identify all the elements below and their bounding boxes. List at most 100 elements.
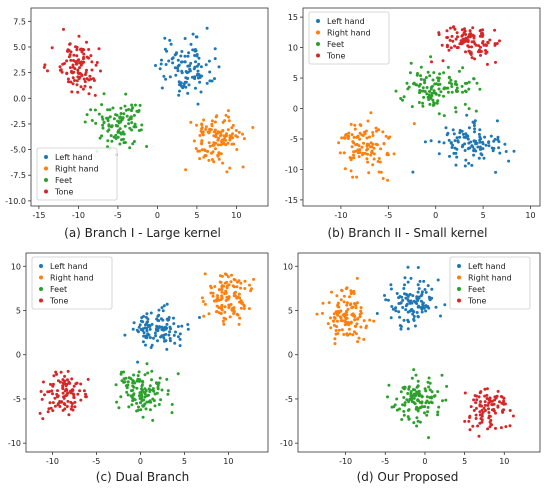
point-right-hand bbox=[231, 123, 235, 127]
point-left-hand bbox=[460, 129, 464, 133]
point-left-hand bbox=[467, 161, 471, 165]
point-feet bbox=[138, 103, 142, 107]
point-left-hand bbox=[449, 141, 453, 145]
point-feet bbox=[106, 145, 109, 149]
point-left-hand bbox=[401, 306, 405, 309]
legend: Left hand Right hand Feet Tone bbox=[36, 147, 118, 201]
y-tick-label: 7.5 bbox=[13, 17, 26, 26]
point-tone bbox=[69, 58, 73, 62]
point-left-hand bbox=[131, 327, 135, 331]
point-tone bbox=[479, 53, 482, 57]
point-feet bbox=[122, 137, 125, 141]
point-tone bbox=[471, 26, 475, 30]
point-feet bbox=[465, 81, 469, 85]
point-feet bbox=[425, 395, 429, 399]
point-tone bbox=[71, 389, 75, 392]
point-left-hand bbox=[448, 154, 451, 158]
point-feet bbox=[118, 115, 122, 119]
point-feet bbox=[147, 393, 150, 397]
point-left-hand bbox=[186, 54, 190, 58]
subplot-d: -10 -5 0 5 10 -10 -5 0 5 10 Left hand Right hand Fee… bbox=[280, 252, 541, 466]
point-feet bbox=[450, 85, 454, 88]
point-tone bbox=[76, 392, 80, 396]
point-feet bbox=[412, 396, 416, 400]
point-left-hand bbox=[193, 77, 197, 81]
point-left-hand bbox=[177, 93, 181, 97]
point-tone bbox=[454, 37, 458, 41]
point-tone bbox=[41, 380, 45, 384]
point-left-hand bbox=[210, 79, 214, 83]
point-tone bbox=[65, 393, 69, 397]
point-right-hand bbox=[238, 316, 242, 320]
point-right-hand bbox=[382, 142, 386, 146]
point-tone bbox=[495, 42, 499, 45]
point-right-hand bbox=[366, 119, 370, 123]
point-tone bbox=[489, 418, 493, 422]
point-left-hand bbox=[410, 307, 414, 311]
point-right-hand bbox=[333, 342, 337, 346]
point-right-hand bbox=[230, 273, 233, 277]
legend-box bbox=[308, 11, 390, 65]
point-tone bbox=[56, 389, 59, 393]
point-feet bbox=[118, 131, 122, 135]
point-left-hand bbox=[163, 36, 167, 40]
point-tone bbox=[76, 71, 80, 75]
point-tone bbox=[483, 400, 487, 404]
point-left-hand bbox=[394, 306, 398, 310]
point-right-hand bbox=[333, 316, 337, 320]
axes-frame bbox=[30, 7, 269, 207]
point-tone bbox=[51, 401, 55, 405]
point-right-hand bbox=[235, 296, 239, 300]
point-feet bbox=[402, 396, 406, 399]
point-right-hand bbox=[352, 330, 356, 334]
point-right-hand bbox=[224, 299, 228, 302]
point-right-hand bbox=[212, 299, 216, 303]
x-tick-label: 10 bbox=[525, 211, 535, 220]
point-right-hand bbox=[365, 157, 369, 161]
point-feet bbox=[449, 78, 453, 82]
axes-frame bbox=[302, 7, 541, 207]
point-right-hand bbox=[349, 122, 353, 126]
point-right-hand bbox=[349, 169, 353, 173]
point-feet bbox=[427, 401, 431, 405]
point-right-hand bbox=[356, 134, 360, 138]
point-feet bbox=[151, 418, 155, 422]
point-left-hand bbox=[416, 290, 420, 294]
point-feet bbox=[442, 114, 446, 118]
point-left-hand bbox=[157, 308, 161, 312]
point-feet bbox=[119, 395, 123, 399]
point-feet bbox=[444, 398, 448, 402]
point-left-hand bbox=[162, 304, 166, 308]
point-right-hand bbox=[377, 157, 381, 160]
point-feet bbox=[130, 108, 134, 112]
point-left-hand bbox=[165, 347, 169, 351]
point-feet bbox=[136, 408, 140, 412]
point-tone bbox=[48, 401, 52, 405]
point-right-hand bbox=[202, 314, 206, 318]
point-right-hand bbox=[209, 291, 213, 295]
point-tone bbox=[57, 402, 60, 405]
point-right-hand bbox=[379, 170, 383, 174]
point-right-hand bbox=[230, 126, 234, 130]
point-right-hand bbox=[231, 136, 234, 140]
point-right-hand bbox=[342, 333, 346, 336]
point-left-hand bbox=[136, 330, 140, 334]
point-left-hand bbox=[168, 325, 172, 329]
point-tone bbox=[494, 411, 497, 415]
point-left-hand bbox=[186, 64, 190, 68]
point-left-hand bbox=[132, 321, 136, 325]
point-right-hand bbox=[351, 175, 355, 179]
point-feet bbox=[445, 384, 449, 388]
point-tone bbox=[52, 374, 56, 378]
point-right-hand bbox=[247, 307, 251, 311]
point-feet bbox=[150, 369, 154, 373]
point-left-hand bbox=[155, 327, 158, 331]
point-right-hand bbox=[366, 152, 369, 156]
point-left-hand bbox=[205, 81, 209, 85]
point-left-hand bbox=[384, 298, 388, 302]
legend-box bbox=[31, 256, 113, 310]
point-right-hand bbox=[387, 136, 391, 140]
point-tone bbox=[93, 93, 97, 97]
point-right-hand bbox=[321, 301, 325, 305]
point-feet bbox=[422, 78, 426, 82]
